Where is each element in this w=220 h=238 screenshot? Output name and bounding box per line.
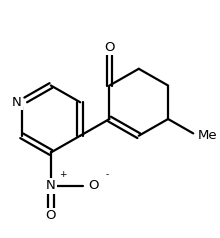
Text: O: O	[89, 179, 99, 193]
Text: O: O	[104, 41, 115, 54]
Text: +: +	[59, 170, 66, 179]
Text: N: N	[12, 96, 22, 109]
Text: -: -	[106, 170, 109, 179]
Text: O: O	[46, 209, 56, 222]
Text: N: N	[46, 179, 56, 193]
Text: Me: Me	[197, 129, 217, 142]
